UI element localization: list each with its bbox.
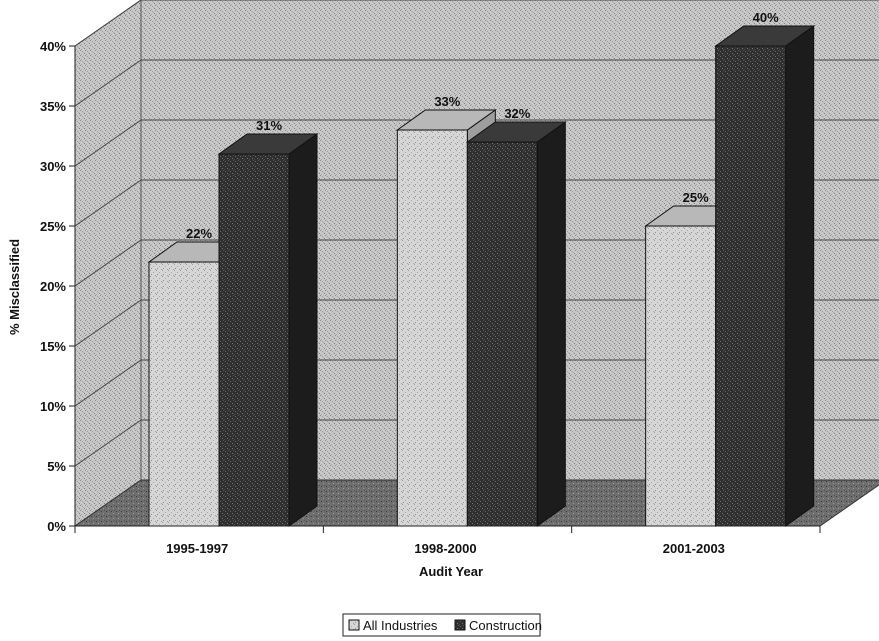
bar-side: [536, 121, 566, 527]
data-labels: 22% 33% 25% 31% 32% 40%: [186, 10, 779, 241]
gridline-side: [74, 239, 142, 287]
gridline-side: [74, 179, 142, 227]
legend-label: All Industries: [363, 618, 438, 633]
legend-swatch: [454, 619, 466, 631]
x-tick-label: 1998-2000: [414, 541, 476, 556]
bar-side: [288, 133, 318, 527]
legend-box: [342, 613, 541, 637]
y-tick-label: 5%: [47, 459, 66, 474]
gridline-side: [74, 359, 142, 407]
y-tick-label: 10%: [40, 399, 66, 414]
data-label: 33%: [434, 94, 460, 109]
legend: All Industries Construction: [342, 613, 542, 637]
data-label: 22%: [186, 226, 212, 241]
y-tick-label: 20%: [40, 279, 66, 294]
data-label: 31%: [256, 118, 282, 133]
bar: [645, 225, 717, 527]
bar-side: [785, 25, 815, 527]
data-label: 40%: [753, 10, 779, 25]
gridline-side: [74, 59, 142, 107]
gridline-side: [74, 119, 142, 167]
y-tick-label: 25%: [40, 219, 66, 234]
data-label: 32%: [504, 106, 530, 121]
y-axis-title: % Misclassified: [7, 239, 22, 335]
bar: [396, 129, 468, 527]
bars: [147, 25, 816, 527]
x-tick-label: 1995-1997: [166, 541, 228, 556]
gridline-side: [74, 419, 142, 467]
y-tick-label: 30%: [40, 159, 66, 174]
x-axis-title: Audit Year: [419, 564, 483, 579]
y-tick-label: 0%: [47, 519, 66, 534]
gridline-side: [74, 0, 142, 47]
y-tick-label: 40%: [40, 39, 66, 54]
x-tick-label: 2001-2003: [663, 541, 725, 556]
data-label: 25%: [683, 190, 709, 205]
gridline-side: [74, 299, 142, 347]
bar: [148, 261, 220, 527]
bar: [466, 141, 538, 527]
legend-label: Construction: [469, 618, 542, 633]
bar: [715, 45, 787, 527]
axes: 0% 5% 10% 15% 20% 25% 30% 35% 40% 1995-1997 1998-2…: [40, 39, 821, 556]
bar: [218, 153, 290, 527]
legend-swatch: [348, 619, 360, 631]
y-tick-label: 15%: [40, 339, 66, 354]
y-tick-label: 35%: [40, 99, 66, 114]
